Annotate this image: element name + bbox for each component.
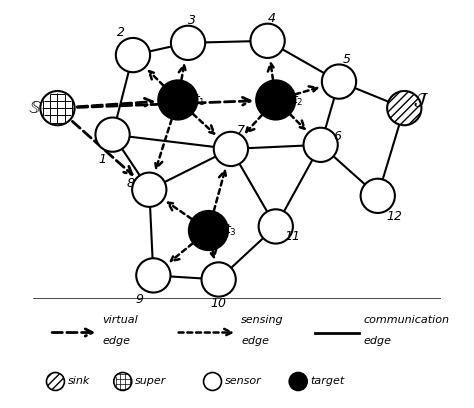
Circle shape [46, 373, 64, 390]
Text: 3: 3 [188, 14, 196, 27]
Circle shape [322, 64, 356, 99]
Text: edge: edge [364, 336, 392, 346]
Text: $\mathbb{S}$: $\mathbb{S}$ [28, 99, 42, 117]
Circle shape [387, 91, 421, 125]
Text: sensing: sensing [241, 315, 284, 325]
Text: 5: 5 [343, 53, 351, 66]
Circle shape [116, 38, 150, 72]
Text: edge: edge [241, 336, 269, 346]
Circle shape [189, 211, 228, 250]
Text: $t_2$: $t_2$ [292, 92, 303, 108]
Circle shape [203, 373, 221, 390]
Circle shape [289, 373, 307, 390]
Text: 9: 9 [135, 293, 143, 306]
Text: 11: 11 [284, 230, 300, 243]
Circle shape [201, 262, 236, 297]
Circle shape [361, 179, 395, 213]
Circle shape [132, 173, 166, 207]
Text: 2: 2 [117, 26, 125, 39]
Text: 1: 1 [99, 153, 106, 166]
Text: 6: 6 [333, 130, 341, 143]
Circle shape [136, 258, 171, 293]
Text: communication: communication [364, 315, 449, 325]
Text: target: target [310, 377, 345, 386]
Circle shape [95, 118, 130, 152]
Text: 12: 12 [386, 210, 402, 223]
Text: $t_3$: $t_3$ [225, 223, 237, 238]
Text: 7: 7 [237, 124, 245, 137]
Text: sink: sink [68, 377, 90, 386]
Text: 8: 8 [127, 177, 135, 190]
Text: virtual: virtual [102, 315, 138, 325]
Circle shape [158, 80, 198, 120]
Text: sensor: sensor [225, 377, 262, 386]
Text: $t_1$: $t_1$ [194, 92, 206, 108]
Circle shape [214, 132, 248, 166]
Text: 4: 4 [268, 12, 276, 25]
Text: 10: 10 [210, 297, 227, 310]
Circle shape [303, 128, 338, 162]
Text: $\mathcal{J}$: $\mathcal{J}$ [412, 91, 428, 109]
Text: super: super [135, 377, 166, 386]
Circle shape [114, 373, 132, 390]
Circle shape [259, 209, 293, 244]
Text: edge: edge [102, 336, 130, 346]
Circle shape [40, 91, 74, 125]
Circle shape [250, 24, 285, 58]
Circle shape [256, 80, 295, 120]
Circle shape [171, 26, 205, 60]
